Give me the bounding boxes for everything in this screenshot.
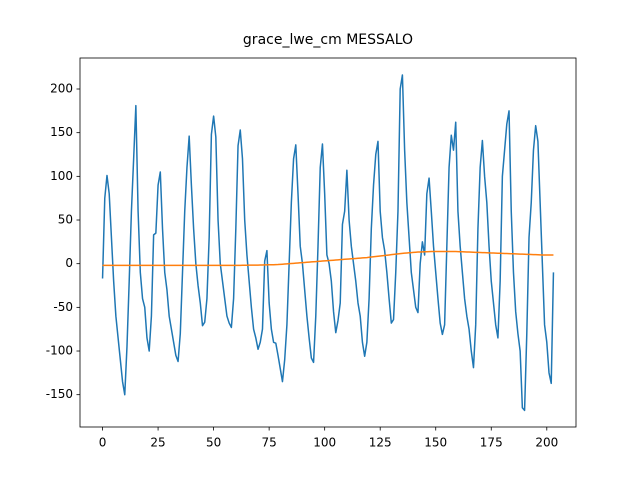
chart-title: grace_lwe_cm MESSALO: [243, 32, 413, 48]
y-tick-label: -50: [53, 300, 73, 314]
x-tick-label: 50: [206, 436, 221, 450]
y-tick-label: 150: [50, 125, 73, 139]
y-tick-label: 100: [50, 169, 73, 183]
y-tick-label: 0: [65, 256, 73, 270]
x-tick-label: 175: [480, 436, 503, 450]
y-tick-label: 50: [58, 213, 73, 227]
data-line: [102, 250, 554, 267]
y-tick-label: 200: [50, 82, 73, 96]
x-tick-label: 125: [369, 436, 392, 450]
x-tick-label: 100: [313, 436, 336, 450]
x-tick-label: 200: [535, 436, 558, 450]
data-line: [101, 74, 555, 412]
x-tick-label: 150: [424, 436, 447, 450]
x-tick-label: 75: [261, 436, 276, 450]
y-tick-label: -150: [46, 387, 73, 401]
plot-frame: [79, 57, 577, 428]
y-tick-label: -100: [46, 344, 73, 358]
x-tick-label: 25: [150, 436, 165, 450]
x-tick-label: 0: [99, 436, 107, 450]
